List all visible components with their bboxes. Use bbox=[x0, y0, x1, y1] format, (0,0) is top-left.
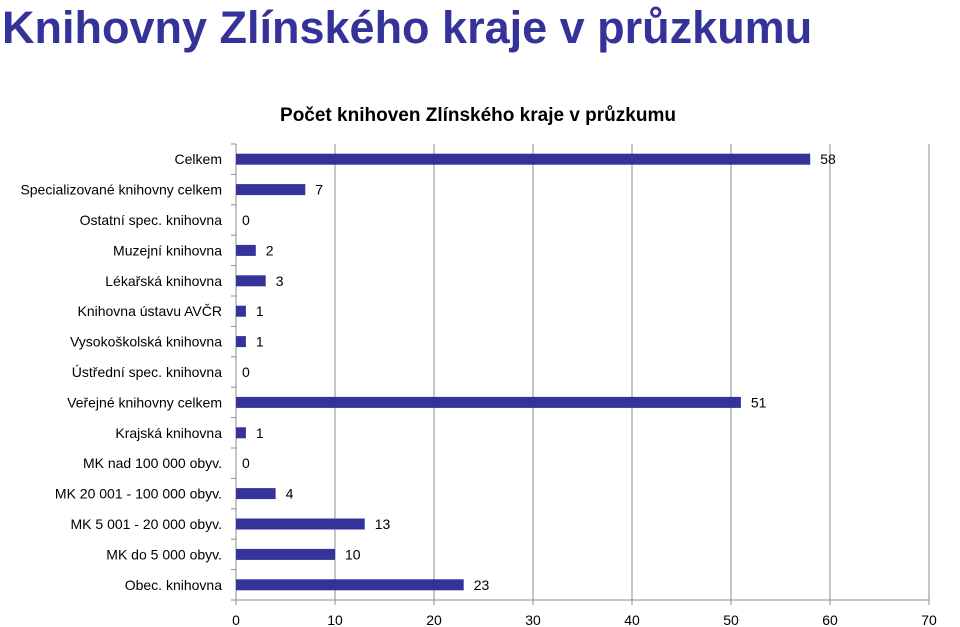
bar bbox=[236, 184, 306, 196]
category-label: MK do 5 000 obyv. bbox=[106, 546, 222, 562]
data-label: 23 bbox=[474, 577, 490, 593]
data-label: 10 bbox=[345, 546, 361, 562]
bar bbox=[236, 579, 464, 591]
data-label: 51 bbox=[751, 394, 767, 410]
bar bbox=[236, 396, 741, 408]
category-label: Obec. knihovna bbox=[125, 577, 222, 593]
category-label: Ústřední spec. knihovna bbox=[72, 364, 222, 380]
data-label: 1 bbox=[256, 303, 264, 319]
data-label: 1 bbox=[256, 334, 264, 350]
data-label: 13 bbox=[375, 516, 391, 532]
x-tick-label: 20 bbox=[426, 612, 442, 627]
x-tick-label: 0 bbox=[232, 612, 240, 627]
bars bbox=[236, 153, 811, 591]
data-label: 1 bbox=[256, 425, 264, 441]
data-label: 0 bbox=[242, 212, 250, 228]
x-tick-label: 70 bbox=[921, 612, 937, 627]
category-label: MK 20 001 - 100 000 obyv. bbox=[55, 486, 222, 502]
category-label: Specializované knihovny celkem bbox=[20, 182, 222, 198]
x-tick-label: 50 bbox=[723, 612, 739, 627]
data-label: 0 bbox=[242, 364, 250, 380]
slide-title: Knihovny Zlínského kraje v průzkumu bbox=[2, 2, 813, 53]
data-label: 7 bbox=[315, 182, 323, 198]
data-label: 58 bbox=[820, 151, 836, 167]
bar bbox=[236, 548, 335, 560]
category-label: MK nad 100 000 obyv. bbox=[83, 455, 222, 471]
category-labels: Celkem Specializované knihovny celkem Osta… bbox=[20, 151, 222, 593]
category-label: Knihovna ústavu AVČR bbox=[78, 303, 223, 319]
x-tick-label: 60 bbox=[822, 612, 838, 627]
category-label: Muzejní knihovna bbox=[113, 242, 222, 258]
bar bbox=[236, 518, 365, 530]
x-tick-labels: 0 10 20 30 40 50 60 70 bbox=[232, 612, 937, 627]
data-label: 4 bbox=[286, 486, 294, 502]
category-label: Lékařská knihovna bbox=[105, 273, 222, 289]
category-label: Krajská knihovna bbox=[115, 425, 222, 441]
data-label: 3 bbox=[276, 273, 284, 289]
category-label: MK 5 001 - 20 000 obyv. bbox=[71, 516, 223, 532]
data-label: 2 bbox=[266, 242, 274, 258]
chart-title: Počet knihoven Zlínského kraje v průzkum… bbox=[280, 105, 676, 126]
x-tick-label: 10 bbox=[327, 612, 343, 627]
bar bbox=[236, 275, 266, 287]
data-label: 0 bbox=[242, 455, 250, 471]
bar bbox=[236, 305, 246, 317]
bar bbox=[236, 488, 276, 500]
category-label: Vysokoškolská knihovna bbox=[70, 334, 222, 350]
category-label: Celkem bbox=[175, 151, 222, 167]
x-tick-label: 40 bbox=[624, 612, 640, 627]
category-label: Veřejné knihovny celkem bbox=[67, 394, 222, 410]
bar bbox=[236, 244, 256, 256]
bar bbox=[236, 427, 246, 439]
bar bbox=[236, 153, 811, 165]
x-tick-label: 30 bbox=[525, 612, 541, 627]
bar bbox=[236, 336, 246, 348]
category-label: Ostatní spec. knihovna bbox=[80, 212, 223, 228]
gridlines bbox=[231, 143, 930, 605]
